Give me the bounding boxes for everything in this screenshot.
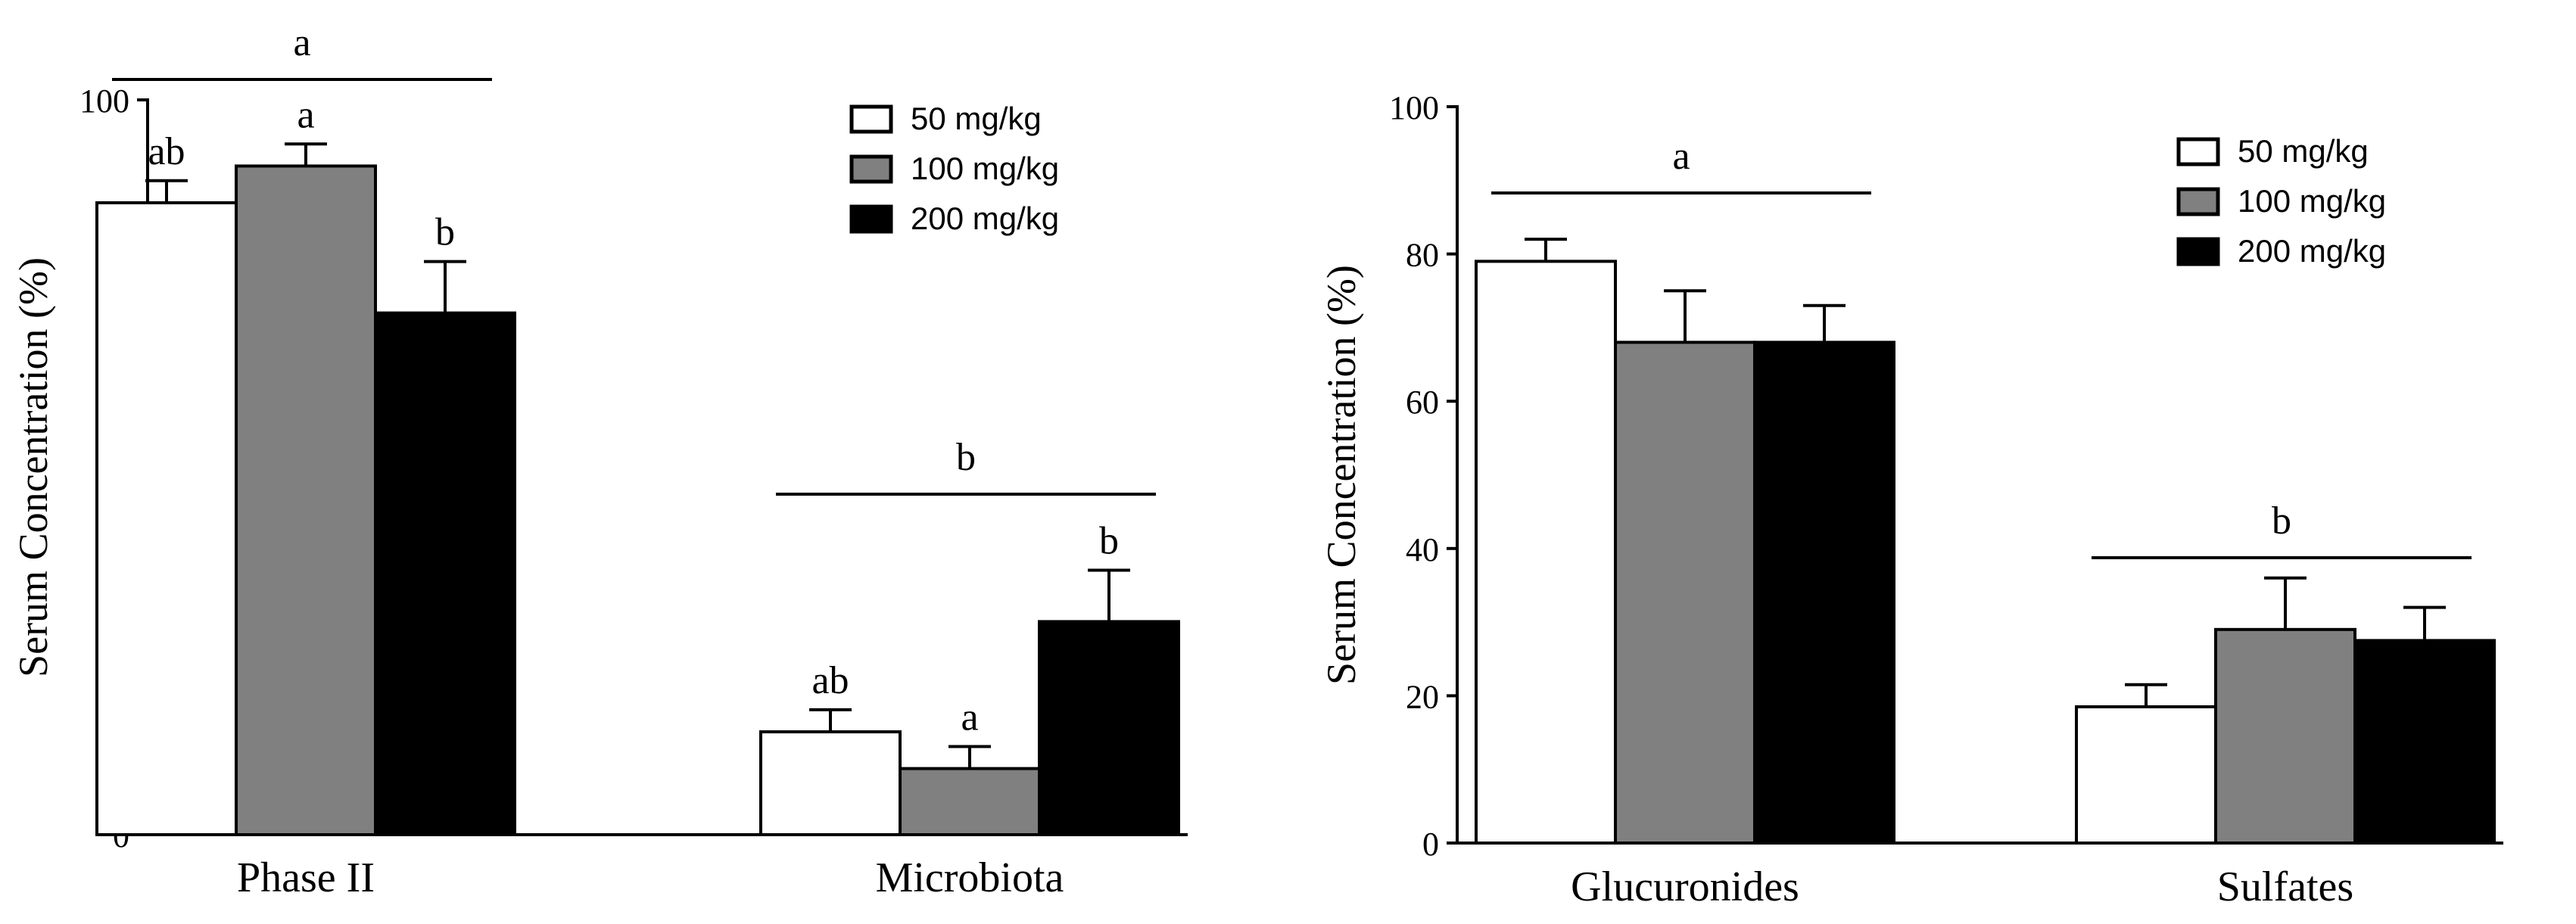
chart1-category-label: Glucuronides bbox=[1571, 863, 1799, 910]
chart0-bar bbox=[1038, 620, 1180, 836]
chart1-legend-label: 50 mg/kg bbox=[2238, 133, 2369, 169]
chart0-bar-letter: b bbox=[1099, 519, 1119, 562]
chart0-bar bbox=[374, 311, 516, 836]
chart1-bar bbox=[1475, 260, 1617, 845]
chart0-y-axis-title: Serum Concentration (%) bbox=[11, 257, 56, 677]
chart1-y-tick-label: 20 bbox=[1406, 678, 1439, 715]
chart0-category-label: Microbiota bbox=[876, 854, 1064, 901]
chart1-legend-label: 200 mg/kg bbox=[2238, 233, 2386, 269]
chart1-y-tick-label: 0 bbox=[1422, 826, 1439, 863]
chart0-bar bbox=[759, 730, 902, 836]
chart0-category-label: Phase II bbox=[237, 854, 375, 901]
chart0-legend-label: 100 mg/kg bbox=[911, 151, 1059, 186]
chart1-y-axis-title: Serum Concentration (%) bbox=[1319, 265, 1364, 685]
chart1-legend-swatch bbox=[2176, 137, 2220, 166]
chart1-legend-swatch bbox=[2176, 187, 2220, 216]
chart0-legend-swatch bbox=[849, 204, 893, 234]
chart0-bar-letter: b bbox=[435, 211, 455, 254]
chart1-bar bbox=[2075, 705, 2217, 845]
chart0-bar-letter: a bbox=[297, 93, 314, 136]
chart0-legend-label: 200 mg/kg bbox=[911, 201, 1059, 236]
chart1-legend-swatch bbox=[2176, 237, 2220, 266]
chart1-y-tick-label: 100 bbox=[1389, 89, 1439, 126]
chart0-bar bbox=[95, 201, 238, 836]
chart1-group-letter: b bbox=[2272, 499, 2291, 543]
chart1-legend-label: 100 mg/kg bbox=[2238, 183, 2386, 219]
chart0-y-tick-label: 100 bbox=[79, 82, 129, 120]
chart0-group-letter: b bbox=[956, 436, 976, 479]
chart0-bar-letter: ab bbox=[811, 659, 849, 702]
chart0-legend-label: 50 mg/kg bbox=[911, 101, 1042, 136]
chart1-y-tick-label: 80 bbox=[1406, 237, 1439, 274]
chart1-y-tick-label: 40 bbox=[1406, 531, 1439, 568]
chart0-legend-swatch bbox=[849, 104, 893, 134]
chart1-category-label: Sulfates bbox=[2217, 863, 2353, 910]
chart0-bar-letter: ab bbox=[148, 130, 185, 173]
chart1-bar bbox=[1753, 341, 1895, 845]
chart1-bar bbox=[2214, 627, 2356, 845]
chart0-bar-letter: a bbox=[961, 695, 978, 739]
chart1-bar bbox=[2353, 639, 2496, 845]
chart1-group-letter: a bbox=[1672, 135, 1690, 178]
chart0-legend-swatch bbox=[849, 154, 893, 184]
chart0-bar bbox=[899, 767, 1041, 836]
chart0-bar bbox=[235, 164, 377, 836]
chart1-y-tick-label: 60 bbox=[1406, 384, 1439, 421]
chart1-bar bbox=[1614, 341, 1756, 845]
chart0-group-letter: a bbox=[293, 21, 310, 64]
